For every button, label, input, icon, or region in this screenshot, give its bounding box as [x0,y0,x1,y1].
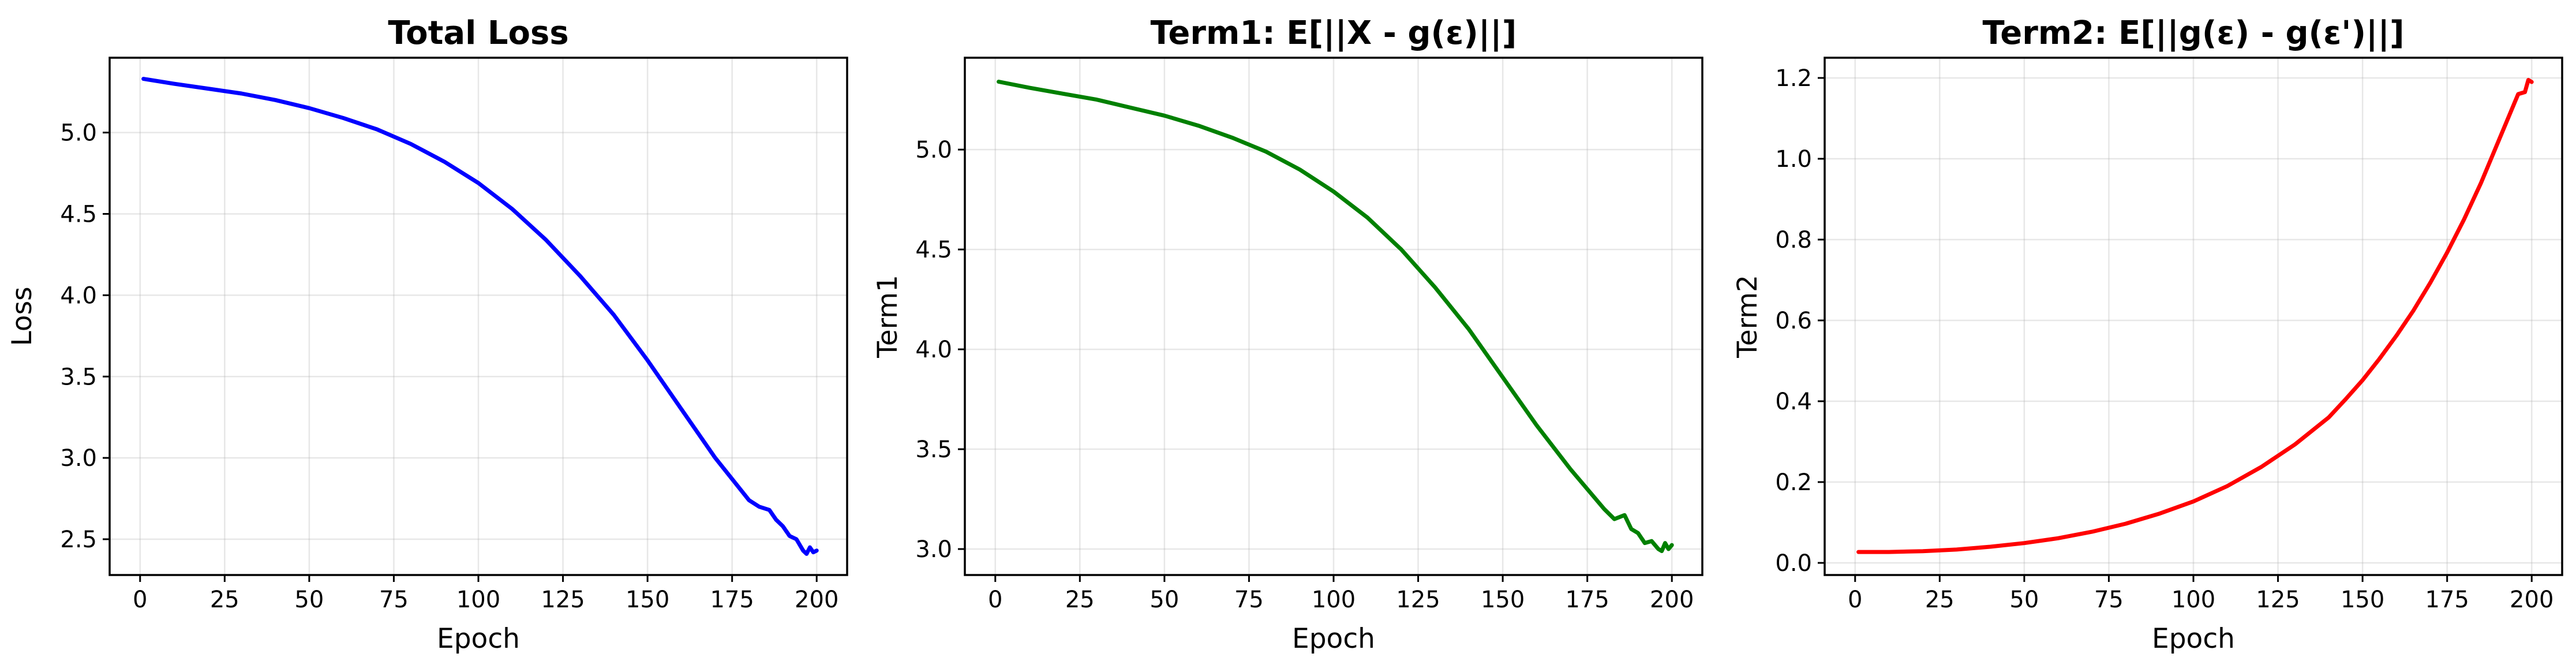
x-tick-label: 0 [988,587,1002,613]
chart-term2: 0 25 50 75 100 125 150 175 200 0.0 0.2 0.4 0.6 0.8 1.0… [1732,14,2563,655]
y-tick-label: 5.0 [60,120,97,147]
x-tick-label: 150 [626,587,669,613]
x-tick-label: 25 [1065,587,1095,613]
y-axis-label: Term2 [1732,275,1763,359]
x-tick-label: 100 [1312,587,1356,613]
x-tick-label: 50 [294,587,324,613]
x-tick-label: 175 [1565,587,1609,613]
y-tick-label: 4.0 [915,337,952,363]
x-tick-label: 50 [2009,587,2039,613]
x-tick-label: 125 [1396,587,1440,613]
series-line [1856,78,2534,554]
y-tick-label: 0.6 [1775,308,1812,334]
x-tick-label: 0 [1848,587,1862,613]
y-tick-label: 2.5 [60,527,97,553]
y-tick-label: 0.8 [1775,227,1812,253]
x-tick-label: 150 [2341,587,2384,613]
x-tick-label: 200 [2510,587,2553,613]
y-tick-label: 0.4 [1775,389,1812,415]
x-tick-label: 100 [456,587,500,613]
y-axis-label: Term1 [872,275,904,359]
x-tick-label: 25 [210,587,239,613]
x-tick-label: 125 [541,587,585,613]
grid [1825,58,2562,575]
y-tick-label: 3.5 [915,436,952,463]
chart-title: Term2: E[||g(ε) - g(ε')||] [1982,14,2404,52]
x-tick-label: 175 [710,587,754,613]
y-tick-label: 1.0 [1775,146,1812,173]
x-tick-label: 75 [1234,587,1264,613]
x-tick-label: 75 [2094,587,2124,613]
grid [110,58,847,575]
x-tick-label: 100 [2171,587,2215,613]
x-tick-label: 200 [1650,587,1694,613]
x-tick-label: 50 [1150,587,1179,613]
x-tick-label: 200 [795,587,838,613]
x-tick-label: 175 [2425,587,2469,613]
x-tick-label: 125 [2256,587,2300,613]
x-tick-label: 0 [133,587,147,613]
chart-term1: 0 25 50 75 100 125 150 175 200 3.0 3.5 4.0 4.5 5.0 Ter… [872,14,1703,655]
y-tick-label: 0.0 [1775,550,1812,577]
x-tick-label: 25 [1925,587,1955,613]
chart-total-loss: 0 25 50 75 100 125 150 175 200 2.5 3.0 3.5 4.0 4.5 5.0… [6,14,848,655]
y-tick-label: 3.0 [915,536,952,563]
x-axis-label: Epoch [437,623,520,655]
y-tick-label: 4.0 [60,282,97,309]
y-tick-label: 3.5 [60,364,97,390]
chart-title: Term1: E[||X - g(ε)||] [1151,14,1517,52]
y-tick-label: 4.5 [915,237,952,263]
y-tick-label: 4.5 [60,201,97,227]
y-tick-label: 0.2 [1775,469,1812,496]
chart-title: Total Loss [388,14,568,52]
series-line [997,80,1674,553]
x-tick-label: 150 [1481,587,1525,613]
x-axis-label: Epoch [1292,623,1375,655]
grid [965,58,1702,575]
y-axis-label: Loss [6,286,38,346]
y-tick-label: 3.0 [60,445,97,472]
series-line [141,77,819,556]
y-tick-label: 5.0 [915,137,952,163]
x-tick-label: 75 [379,587,409,613]
x-axis-label: Epoch [2152,623,2235,655]
y-tick-label: 1.2 [1775,65,1812,92]
